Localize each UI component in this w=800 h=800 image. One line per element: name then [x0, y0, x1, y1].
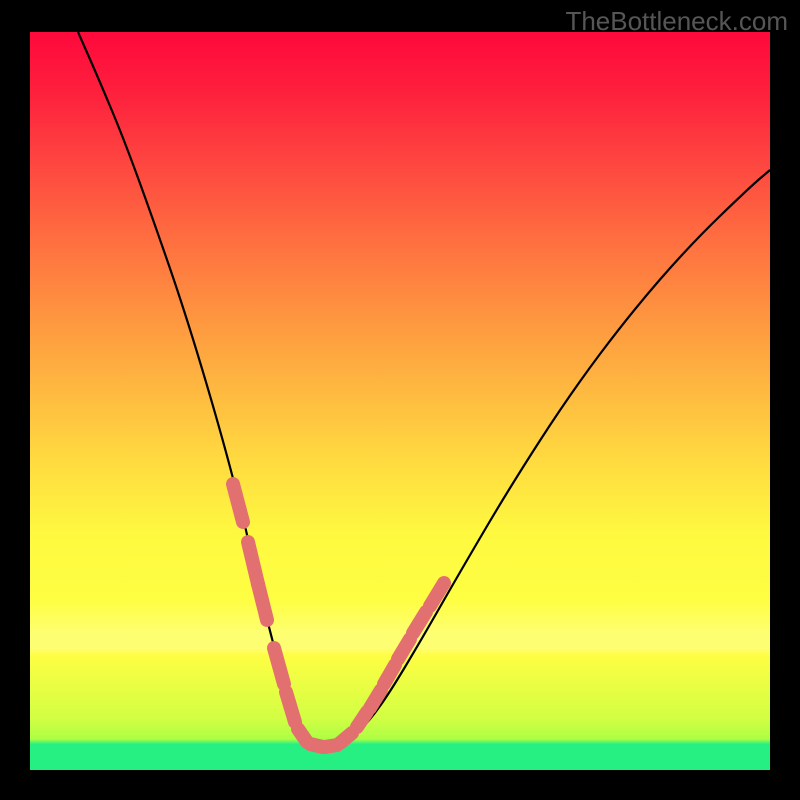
highlight-segment [370, 690, 381, 708]
highlight-segment [384, 665, 395, 684]
highlight-segment [274, 648, 284, 684]
highlight-segment [233, 484, 243, 522]
highlight-segment [258, 584, 267, 620]
highlight-segment [357, 712, 367, 727]
highlight-segment [286, 692, 295, 722]
bottleneck-chart [30, 32, 770, 770]
chart-svg [30, 32, 770, 770]
highlight-segment [340, 733, 352, 743]
